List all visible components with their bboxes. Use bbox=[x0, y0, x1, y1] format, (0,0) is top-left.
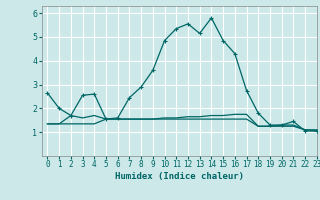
X-axis label: Humidex (Indice chaleur): Humidex (Indice chaleur) bbox=[115, 172, 244, 181]
